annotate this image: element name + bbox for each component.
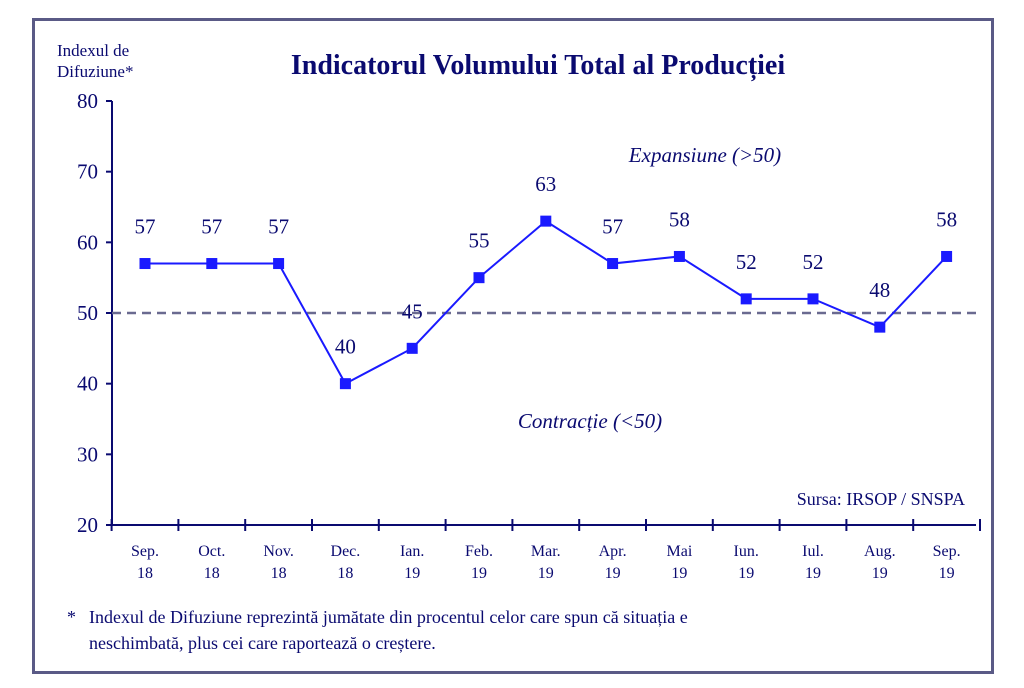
x-tick-label-year: 18 <box>137 565 153 582</box>
source-note: Sursa: IRSOP / SNSPA <box>797 489 965 509</box>
x-tick-label: Aug. <box>864 543 896 560</box>
data-point <box>473 272 485 284</box>
data-label: 45 <box>402 299 423 323</box>
series-line <box>145 219 948 386</box>
x-tick-label: Feb. <box>465 543 493 560</box>
x-tick-label: Dec. <box>331 543 361 560</box>
x-tick-label: Apr. <box>599 543 627 560</box>
y-tick-label: 40 <box>77 372 98 396</box>
x-tick-label: Mai <box>667 543 693 560</box>
data-label: 52 <box>736 250 757 274</box>
data-label: 57 <box>268 215 289 239</box>
y-tick-label: 60 <box>77 230 98 254</box>
x-tick-label-year: 19 <box>805 565 821 582</box>
chart-frame <box>32 18 994 674</box>
x-tick-label-year: 19 <box>538 565 554 582</box>
expansion-annotation: Expansiune (>50) <box>628 143 781 167</box>
series-group: 57 57 57 40 45 55 63 57 58 52 52 48 58 <box>135 172 957 390</box>
data-label: 48 <box>869 278 890 302</box>
footnote: * Indexul de Difuziune reprezintă jumătat… <box>67 604 927 656</box>
x-tick-label-year: 19 <box>471 565 487 582</box>
data-label: 52 <box>803 250 824 274</box>
data-label: 57 <box>135 215 156 239</box>
y-tick-label: 30 <box>77 442 98 466</box>
footnote-star: * <box>67 607 76 627</box>
footnote-line2: neschimbată, plus cei care raportează o … <box>89 633 436 653</box>
x-tick-label: Iun. <box>734 543 759 560</box>
data-point <box>874 321 886 333</box>
x-tick-label-year: 19 <box>404 565 420 582</box>
data-point <box>607 258 619 270</box>
footnote-line1-row: * Indexul de Difuziune reprezintă jumătat… <box>67 604 927 630</box>
x-tick-label-year: 19 <box>605 565 621 582</box>
axes: 20 30 40 50 60 70 80 Sep. 18 Oct. 18 Nov. 18 Dec. 18 Ia… <box>77 89 981 582</box>
contraction-annotation: Contracție (<50) <box>518 409 662 433</box>
y-tick-label: 80 <box>77 89 98 113</box>
data-label: 40 <box>335 335 356 359</box>
y-axis-label-line1: Indexul de <box>57 41 129 60</box>
data-point <box>206 258 218 270</box>
x-tick-label-year: 19 <box>671 565 687 582</box>
x-tick-label: Sep. <box>131 543 159 560</box>
data-point <box>406 342 418 354</box>
data-point <box>807 293 819 305</box>
data-label: 55 <box>469 229 490 253</box>
x-tick-label-year: 19 <box>738 565 754 582</box>
y-tick-label: 50 <box>77 301 98 325</box>
data-point <box>540 215 552 227</box>
data-label: 63 <box>535 172 556 196</box>
x-tick-label: Mar. <box>531 543 561 560</box>
data-point <box>740 293 752 305</box>
data-label: 58 <box>669 207 690 231</box>
y-tick-label: 70 <box>77 160 98 184</box>
data-point <box>673 250 685 262</box>
data-point <box>273 258 285 270</box>
x-tick-label-year: 18 <box>271 565 287 582</box>
x-tick-label-year: 19 <box>872 565 888 582</box>
data-label: 57 <box>602 215 623 239</box>
footnote-line1: Indexul de Difuziune reprezintă jumătate… <box>89 607 688 627</box>
x-tick-label: Sep. <box>933 543 961 560</box>
x-tick-label: Oct. <box>198 543 225 560</box>
x-tick-label: Iul. <box>802 543 824 560</box>
y-axis-label-line2: Difuziune* <box>57 62 133 81</box>
y-tick-label: 20 <box>77 513 98 537</box>
data-point <box>339 378 351 390</box>
x-tick-label-year: 18 <box>337 565 353 582</box>
data-point <box>139 258 151 270</box>
data-label: 57 <box>201 215 222 239</box>
chart-title: Indicatorul Volumului Total al Producție… <box>291 50 785 81</box>
x-tick-label: Nov. <box>263 543 294 560</box>
x-tick-label-year: 19 <box>939 565 955 582</box>
x-tick-label: Ian. <box>400 543 424 560</box>
data-label: 58 <box>936 207 957 231</box>
data-point <box>941 250 953 262</box>
x-tick-label-year: 18 <box>204 565 220 582</box>
